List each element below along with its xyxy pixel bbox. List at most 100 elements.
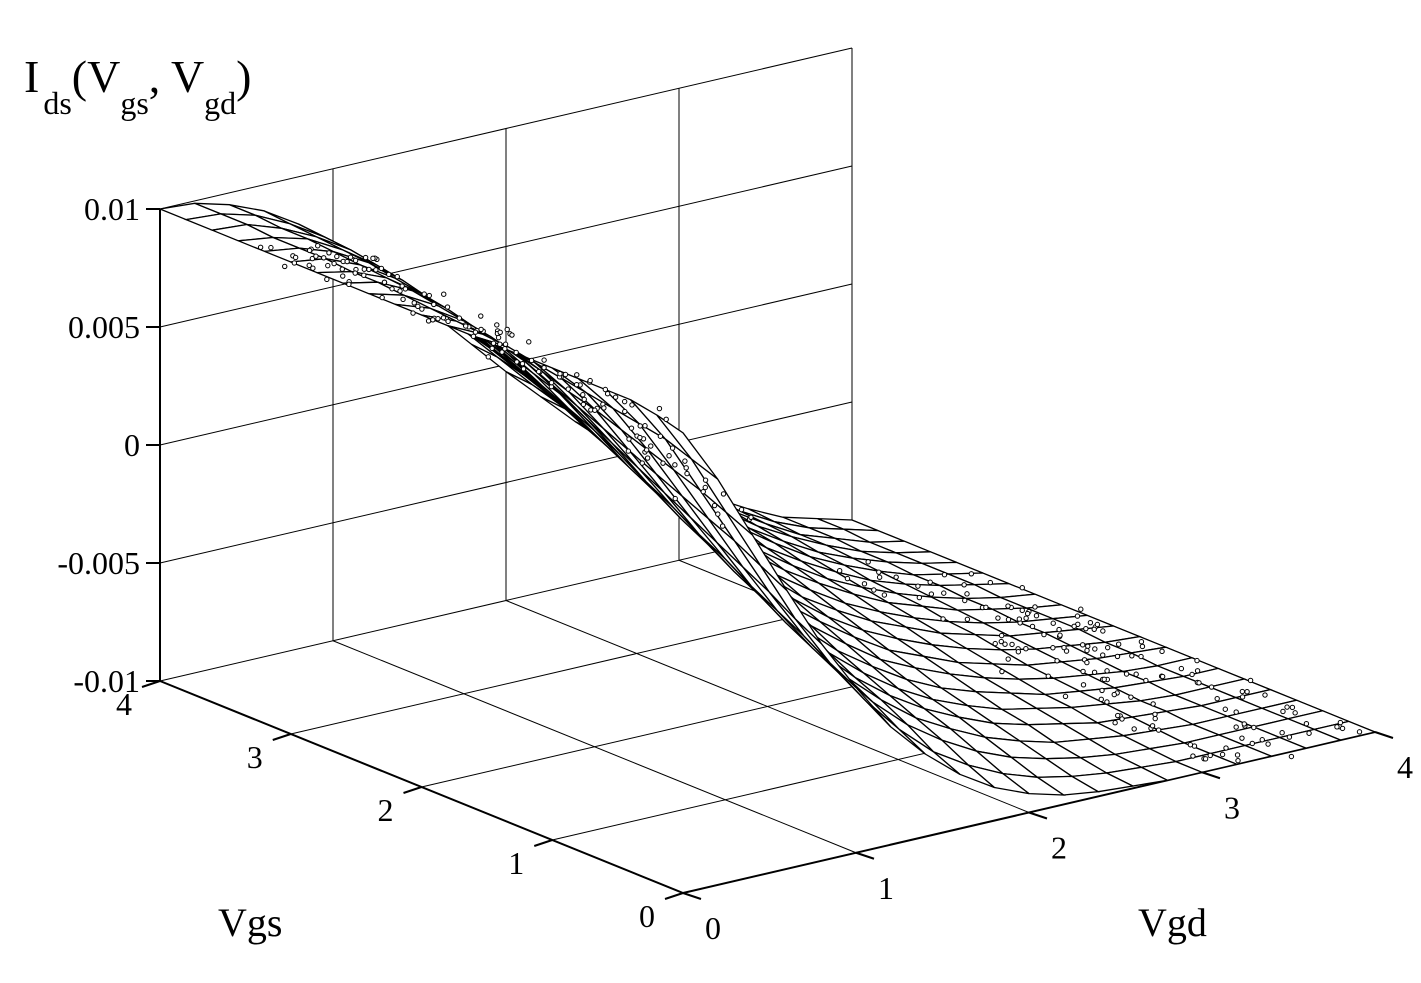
- z-tick-label: -0.005: [57, 545, 140, 581]
- measured-point: [426, 292, 432, 299]
- measured-point: [961, 582, 967, 588]
- measured-point: [660, 460, 666, 466]
- measured-point: [1119, 716, 1125, 722]
- measured-point: [324, 276, 330, 283]
- measured-point: [347, 254, 354, 260]
- measured-point: [1005, 616, 1012, 623]
- measured-point: [625, 448, 632, 454]
- measured-point: [410, 310, 416, 316]
- measured-point: [381, 279, 388, 286]
- measured-point: [1196, 680, 1202, 686]
- measured-point: [309, 255, 316, 262]
- measured-point: [520, 366, 527, 372]
- measured-point: [1233, 724, 1239, 730]
- measured-point: [1114, 653, 1121, 660]
- measured-point: [648, 443, 654, 449]
- measured-point: [657, 433, 664, 439]
- measured-point: [1288, 753, 1295, 760]
- measured-point: [509, 332, 515, 338]
- measured-point: [1094, 621, 1101, 628]
- x-tick-mark: [1201, 771, 1221, 780]
- measured-point: [326, 250, 332, 256]
- measured-point: [612, 394, 619, 400]
- measured-point: [1091, 669, 1098, 676]
- measured-point: [876, 574, 883, 580]
- measured-point: [1337, 719, 1344, 726]
- measured-point: [1241, 721, 1247, 727]
- measured-point: [548, 379, 555, 386]
- measured-point: [581, 396, 587, 403]
- measured-point: [601, 405, 607, 411]
- measured-point: [719, 523, 726, 529]
- measured-point: [1155, 727, 1162, 733]
- measured-point: [513, 349, 519, 356]
- measured-point: [999, 668, 1005, 675]
- measured-point: [644, 455, 651, 461]
- measured-point: [573, 381, 580, 388]
- measured-point: [881, 592, 888, 598]
- measured-point: [1062, 693, 1069, 700]
- measured-point: [1356, 729, 1363, 735]
- measured-point: [1190, 753, 1196, 759]
- measured-point: [941, 571, 948, 578]
- measured-point: [1078, 606, 1084, 612]
- measured-point: [983, 604, 989, 611]
- measured-point: [1234, 752, 1241, 758]
- measured-point: [964, 616, 971, 622]
- measured-point: [541, 357, 547, 363]
- measured-point: [331, 260, 337, 267]
- measured-point: [871, 587, 877, 593]
- measured-point: [400, 296, 406, 303]
- measured-point: [1079, 642, 1086, 648]
- measured-point: [1115, 712, 1121, 719]
- measured-point: [361, 266, 368, 272]
- measured-point: [1015, 649, 1022, 655]
- measured-point: [700, 488, 706, 495]
- y-tick-mark: [403, 786, 422, 794]
- measured-point: [1339, 725, 1346, 732]
- measured-point: [1080, 682, 1087, 688]
- measured-point: [626, 436, 632, 442]
- measured-point: [397, 288, 403, 294]
- measured-point: [419, 306, 425, 312]
- measured-point: [352, 257, 359, 264]
- measured-point: [748, 514, 754, 521]
- measured-point: [1092, 646, 1098, 652]
- measured-point: [1085, 643, 1091, 649]
- measured-point: [282, 263, 288, 270]
- measured-point: [1050, 645, 1056, 651]
- measured-point: [1045, 673, 1051, 679]
- measured-point: [1152, 711, 1158, 718]
- measured-point: [497, 329, 503, 336]
- measured-point: [1071, 623, 1077, 629]
- measured-point: [292, 254, 299, 261]
- measured-point: [268, 244, 274, 251]
- measured-point: [1289, 704, 1296, 711]
- measured-point: [435, 315, 441, 322]
- measured-point: [1159, 648, 1165, 655]
- measured-point: [865, 559, 871, 565]
- measured-point: [526, 339, 532, 345]
- measured-point: [386, 271, 392, 278]
- measured-point: [1016, 616, 1023, 622]
- measured-point: [562, 371, 569, 378]
- measured-point: [1123, 671, 1130, 677]
- measured-point: [683, 465, 689, 471]
- y-tick-mark: [533, 839, 553, 847]
- measured-point: [1189, 671, 1195, 678]
- measured-point: [663, 416, 669, 423]
- measured-point: [1259, 737, 1265, 743]
- measured-point: [1098, 696, 1104, 703]
- measured-point: [715, 511, 721, 517]
- measured-point: [580, 392, 586, 398]
- measured-points: [257, 243, 1363, 764]
- measured-point: [1033, 613, 1040, 619]
- measured-point: [592, 407, 598, 413]
- measured-point: [622, 408, 628, 415]
- measured-point: [1178, 665, 1185, 672]
- measured-point: [1009, 641, 1015, 648]
- y-tick-label: 2: [378, 792, 394, 828]
- measured-point: [362, 254, 369, 261]
- measured-point: [440, 315, 447, 321]
- measured-point: [352, 270, 358, 276]
